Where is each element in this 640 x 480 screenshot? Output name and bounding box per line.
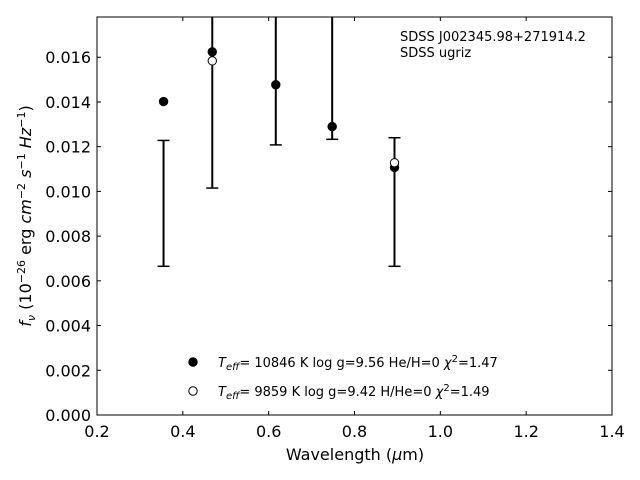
y-axis-ticks: 0.000 0.002 0.004 0.006 0.008 0.010 0.012 0.014… (45, 48, 612, 425)
model-point-filled (158, 96, 169, 107)
x-tick-label: 1.2 (513, 422, 538, 441)
y-axis-label: fν (10−26 erg cm−2 s−1 Hz−1) (15, 105, 38, 326)
legend-entry-2: Teff= 9859 K log g=9.42 H/He=0 χ2=1.49 (218, 383, 490, 402)
legend-entry-1: Teff= 10846 K log g=9.56 He/H=0 χ2=1.47 (218, 354, 498, 373)
data-points (158, 47, 400, 173)
y-tick-label: 0.012 (45, 138, 91, 157)
legend: Teff= 10846 K log g=9.56 He/H=0 χ2=1.47 … (188, 354, 498, 402)
x-tick-label: 0.2 (84, 422, 109, 441)
y-tick-label: 0.006 (45, 272, 91, 291)
x-axis-ticks: 0.2 0.4 0.6 0.8 1.0 1.2 1.4 (84, 17, 625, 441)
y-tick-label: 0.014 (45, 93, 91, 112)
x-tick-label: 1.0 (428, 422, 453, 441)
x-tick-label: 1.4 (599, 422, 624, 441)
x-tick-label: 0.6 (256, 422, 281, 441)
object-annotation: SDSS J002345.98+271914.2 (400, 30, 586, 45)
legend-filled-marker (188, 357, 198, 367)
x-tick-label: 0.8 (342, 422, 367, 441)
model-point-filled (271, 80, 281, 90)
y-tick-label: 0.016 (45, 48, 91, 67)
model-point-filled (207, 47, 217, 57)
model-point-open (389, 158, 400, 168)
model-point-open (207, 56, 217, 66)
y-tick-label: 0.000 (45, 406, 91, 425)
y-tick-label: 0.010 (45, 182, 91, 201)
x-tick-label: 0.4 (170, 422, 195, 441)
y-tick-label: 0.004 (45, 317, 91, 336)
error-bars (157, 17, 401, 268)
y-tick-label: 0.002 (45, 361, 91, 380)
bands-annotation: SDSS ugriz (400, 46, 471, 61)
y-tick-label: 0.008 (45, 227, 91, 246)
model-point-filled (327, 121, 337, 132)
x-axis-label: Wavelength (μm) (286, 445, 424, 464)
legend-open-marker (188, 386, 198, 396)
